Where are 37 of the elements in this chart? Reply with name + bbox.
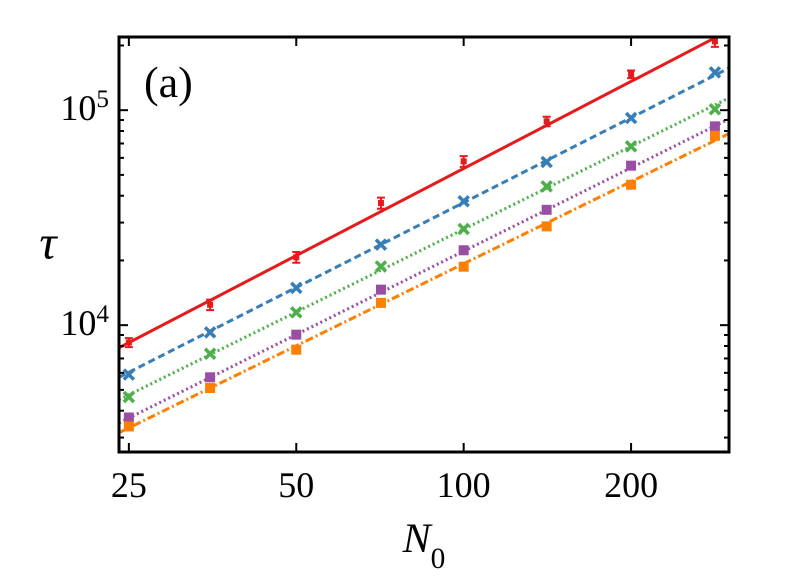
y-tick-label: 10$^{5}$ — [60, 86, 109, 128]
point — [540, 155, 554, 169]
point — [710, 121, 720, 132]
point — [624, 111, 638, 125]
point — [710, 130, 720, 141]
annotation: (a) — [144, 58, 193, 107]
x-tick-label: 200 — [604, 465, 658, 505]
point — [376, 298, 386, 308]
point — [374, 260, 388, 274]
x-tick-label: 50 — [278, 465, 314, 505]
point — [458, 245, 469, 256]
point — [122, 368, 136, 382]
x-axis-title: N$_{0}$ — [402, 516, 446, 575]
point — [456, 194, 470, 208]
point — [374, 238, 388, 252]
point — [122, 390, 136, 404]
point — [708, 66, 722, 80]
point — [540, 180, 554, 194]
point — [626, 160, 636, 171]
point — [708, 102, 722, 116]
point — [124, 412, 134, 422]
point — [124, 421, 134, 432]
point — [456, 222, 470, 236]
y-tick-label: 10$^{4}$ — [60, 300, 110, 344]
point — [624, 140, 638, 154]
y-axis-title: τ — [39, 216, 58, 270]
point — [290, 281, 304, 295]
point — [542, 204, 552, 215]
x-tick-label: 25 — [110, 465, 147, 505]
point — [626, 180, 636, 190]
point — [290, 306, 304, 320]
x-tick-label: 100 — [436, 465, 491, 505]
point — [291, 344, 302, 355]
point — [376, 284, 386, 295]
point — [458, 262, 469, 272]
point — [542, 221, 552, 232]
point — [291, 330, 302, 340]
